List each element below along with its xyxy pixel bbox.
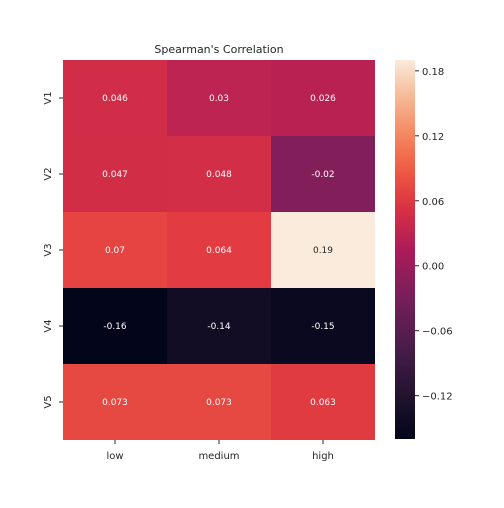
colorbar-tick-label: 0.18 [422, 67, 444, 78]
heatmap-cell [167, 364, 271, 440]
y-tick-label: V2 [43, 167, 54, 180]
heatmap-cell [271, 364, 375, 440]
cell-value-label: 0.046 [102, 94, 128, 104]
heatmap-cell [63, 60, 167, 136]
heatmap-cell [63, 288, 167, 364]
cell-value-label: 0.048 [206, 170, 232, 180]
colorbar-tick-label: 0.12 [422, 132, 444, 143]
cell-value-label: 0.047 [102, 170, 128, 180]
cell-value-label: 0.19 [313, 246, 333, 256]
chart-title: Spearman's Correlation [154, 43, 283, 56]
heatmap-cell [271, 288, 375, 364]
colorbar-tick-label: 0.00 [422, 262, 444, 273]
cell-value-label: 0.063 [310, 398, 336, 408]
cell-value-label: -0.14 [207, 322, 231, 332]
colorbar [395, 60, 415, 439]
heatmap-cell [63, 364, 167, 440]
x-tick-label: high [312, 451, 334, 462]
y-tick-label: V5 [43, 395, 54, 408]
cell-value-label: 0.026 [310, 94, 336, 104]
y-tick-label: V3 [43, 243, 54, 256]
heatmap-cell [271, 136, 375, 212]
heatmap-cell [271, 60, 375, 136]
heatmap-cells: 0.046 0.03 0.026 0.047 0.048 -0.02 0.07 0.064 0.… [63, 60, 375, 440]
heatmap-cell [167, 212, 271, 288]
cell-value-label: -0.15 [311, 322, 334, 332]
heatmap-cell [167, 288, 271, 364]
cell-value-label: -0.16 [103, 322, 127, 332]
cell-value-label: 0.073 [102, 398, 128, 408]
cell-value-label: 0.073 [206, 398, 232, 408]
x-axis-ticks: low medium high [106, 440, 334, 462]
heatmap-cell [63, 212, 167, 288]
colorbar-tick-label: −0.12 [422, 392, 453, 403]
heatmap-cell [167, 60, 271, 136]
heatmap-cell [271, 212, 375, 288]
x-tick-label: low [106, 451, 123, 462]
y-axis-ticks: V1 V2 V3 V4 V5 [43, 91, 63, 409]
cell-value-label: -0.02 [311, 170, 334, 180]
cell-value-label: 0.064 [206, 246, 232, 256]
cell-value-label: 0.07 [105, 246, 125, 256]
colorbar-tick-label: 0.06 [422, 197, 444, 208]
cell-value-label: 0.03 [209, 94, 229, 104]
y-tick-label: V1 [43, 91, 54, 104]
heatmap-cell [167, 136, 271, 212]
colorbar-tick-label: −0.06 [422, 327, 453, 338]
colorbar-ticks: 0.18 0.12 0.06 0.00 −0.06 −0.12 [415, 67, 453, 403]
y-tick-label: V4 [43, 319, 54, 332]
heatmap-cell [63, 136, 167, 212]
x-tick-label: medium [198, 451, 239, 462]
